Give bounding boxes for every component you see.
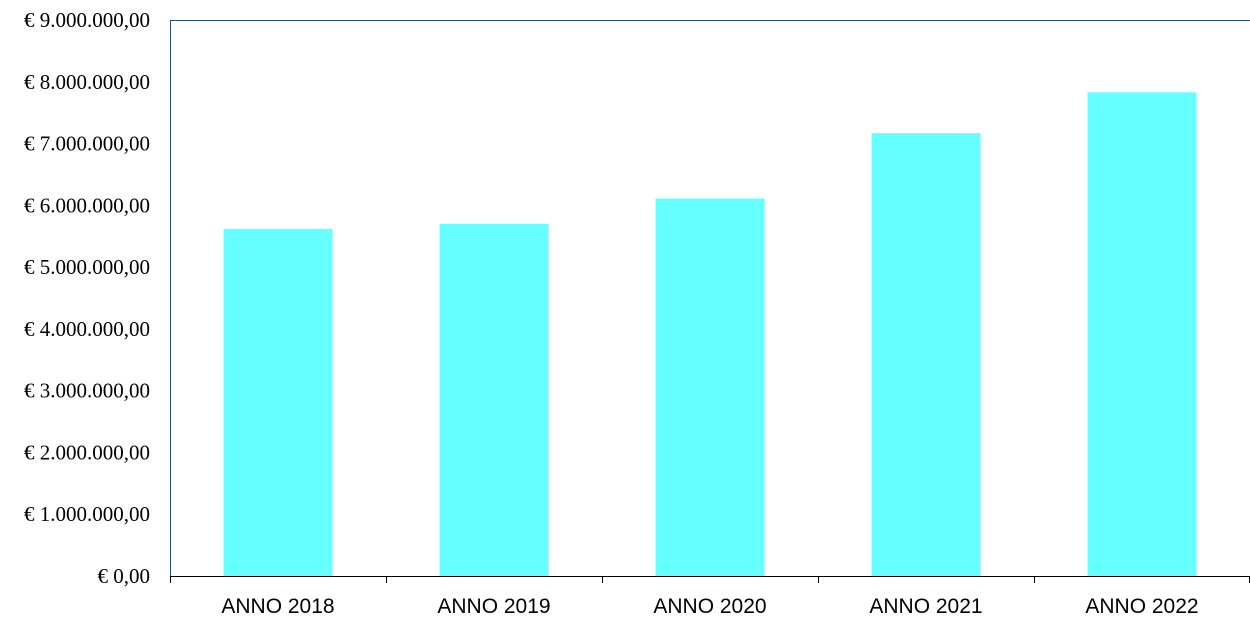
y-tick-label: € 4.000.000,00: [24, 317, 150, 341]
y-tick-label: € 9.000.000,00: [24, 8, 150, 32]
bars-group: [223, 92, 1197, 577]
bar-anno-2021: [871, 133, 981, 576]
bar-anno-2019: [439, 223, 549, 576]
y-tick-label: € 2.000.000,00: [24, 440, 150, 464]
x-tick-label: ANNO 2021: [869, 595, 982, 618]
x-tick-label: ANNO 2018: [221, 595, 334, 618]
y-tick-label: € 0,00: [98, 564, 151, 588]
x-tick-label: ANNO 2022: [1085, 595, 1198, 618]
x-tick-label: ANNO 2019: [437, 595, 550, 618]
y-tick-label: € 1.000.000,00: [24, 502, 150, 526]
bar-anno-2022: [1087, 92, 1197, 577]
y-tick-label: € 7.000.000,00: [24, 132, 150, 156]
x-tick-label: ANNO 2020: [653, 595, 766, 618]
x-axis-tick-labels: ANNO 2018 ANNO 2019 ANNO 2020 ANNO 2021 ANNO…: [221, 595, 1198, 618]
axes-group: [170, 20, 1250, 583]
y-tick-label: € 8.000.000,00: [24, 70, 150, 94]
bar-anno-2020: [655, 198, 765, 576]
y-tick-label: € 6.000.000,00: [24, 193, 150, 217]
bar-anno-2018: [223, 228, 333, 577]
y-tick-label: € 3.000.000,00: [24, 379, 150, 403]
y-tick-label: € 5.000.000,00: [24, 255, 150, 279]
y-axis-tick-labels: € 0,00 € 1.000.000,00 € 2.000.000,00 € 3.00…: [24, 8, 150, 588]
